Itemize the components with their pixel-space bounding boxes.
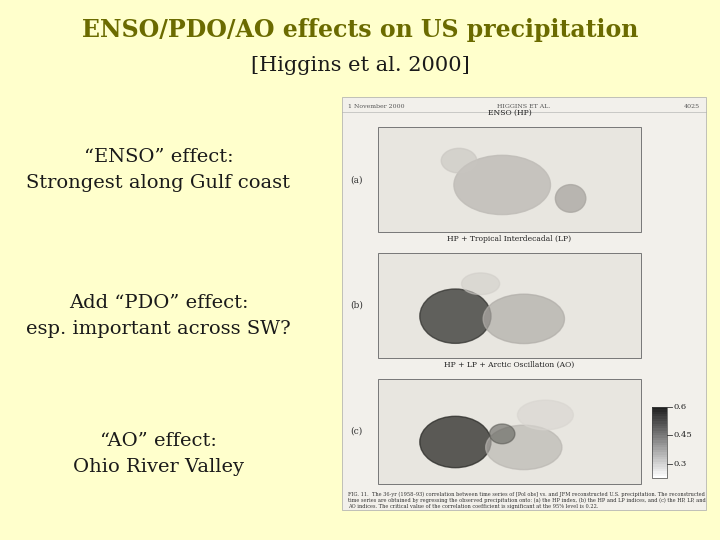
Text: FIG. 11.  The 36-yr (1958–93) correlation between time series of [Pol obs] vs. a: FIG. 11. The 36-yr (1958–93) correlation… (348, 491, 706, 509)
Bar (652, 440, 667, 443)
Bar (342, 97, 706, 510)
Bar (652, 419, 667, 421)
Text: “ENSO” effect:: “ENSO” effect: (84, 148, 233, 166)
Bar (652, 435, 667, 438)
Bar (652, 464, 667, 467)
Text: 0.45: 0.45 (673, 431, 692, 440)
Text: (a): (a) (350, 175, 363, 184)
Bar (652, 407, 667, 409)
Text: HP + LP + Arctic Oscillation (AO): HP + LP + Arctic Oscillation (AO) (444, 361, 575, 369)
Text: (c): (c) (350, 427, 363, 436)
Ellipse shape (486, 425, 562, 470)
Ellipse shape (454, 156, 551, 214)
Bar (652, 443, 667, 445)
Bar (378, 253, 641, 358)
Bar (652, 414, 667, 416)
Bar (652, 407, 667, 478)
Bar (652, 409, 667, 411)
Bar (652, 421, 667, 423)
Text: Add “PDO” effect:: Add “PDO” effect: (68, 294, 248, 312)
Text: esp. important across SW?: esp. important across SW? (26, 320, 291, 338)
Bar (652, 431, 667, 433)
Ellipse shape (441, 148, 477, 173)
Bar (652, 455, 667, 457)
Ellipse shape (555, 185, 586, 212)
Bar (652, 438, 667, 440)
Text: 0.3: 0.3 (673, 460, 686, 468)
Bar (652, 411, 667, 414)
Text: 1 November 2000: 1 November 2000 (348, 104, 405, 109)
Text: “AO” effect:: “AO” effect: (100, 431, 217, 450)
Bar (652, 469, 667, 471)
Bar (652, 462, 667, 464)
Ellipse shape (420, 416, 491, 468)
Bar (652, 448, 667, 450)
Bar (378, 379, 641, 484)
Bar (652, 445, 667, 448)
Bar (652, 476, 667, 478)
Text: HIGGINS ET AL.: HIGGINS ET AL. (497, 104, 551, 109)
Bar (652, 450, 667, 452)
Bar (652, 426, 667, 428)
Text: ENSO/PDO/AO effects on US precipitation: ENSO/PDO/AO effects on US precipitation (82, 18, 638, 42)
Text: (b): (b) (350, 301, 363, 310)
Ellipse shape (490, 424, 515, 444)
Ellipse shape (518, 400, 573, 430)
Bar (652, 474, 667, 476)
Bar (652, 416, 667, 419)
Text: HP + Tropical Interdecadal (LP): HP + Tropical Interdecadal (LP) (447, 235, 572, 243)
Text: ENSO (HP): ENSO (HP) (487, 109, 531, 117)
Text: 4025: 4025 (684, 104, 700, 109)
Text: Strongest along Gulf coast: Strongest along Gulf coast (27, 174, 290, 192)
Text: 0.6: 0.6 (673, 403, 686, 411)
Bar (652, 428, 667, 431)
Ellipse shape (462, 273, 500, 295)
Ellipse shape (420, 289, 491, 343)
Bar (652, 467, 667, 469)
Bar (378, 127, 641, 232)
Text: [Higgins et al. 2000]: [Higgins et al. 2000] (251, 56, 469, 76)
Text: Ohio River Valley: Ohio River Valley (73, 457, 244, 476)
Bar (652, 460, 667, 462)
Bar (652, 457, 667, 460)
Ellipse shape (483, 294, 564, 343)
Bar (652, 452, 667, 455)
Bar (652, 423, 667, 426)
Bar (652, 433, 667, 435)
Bar (652, 471, 667, 474)
